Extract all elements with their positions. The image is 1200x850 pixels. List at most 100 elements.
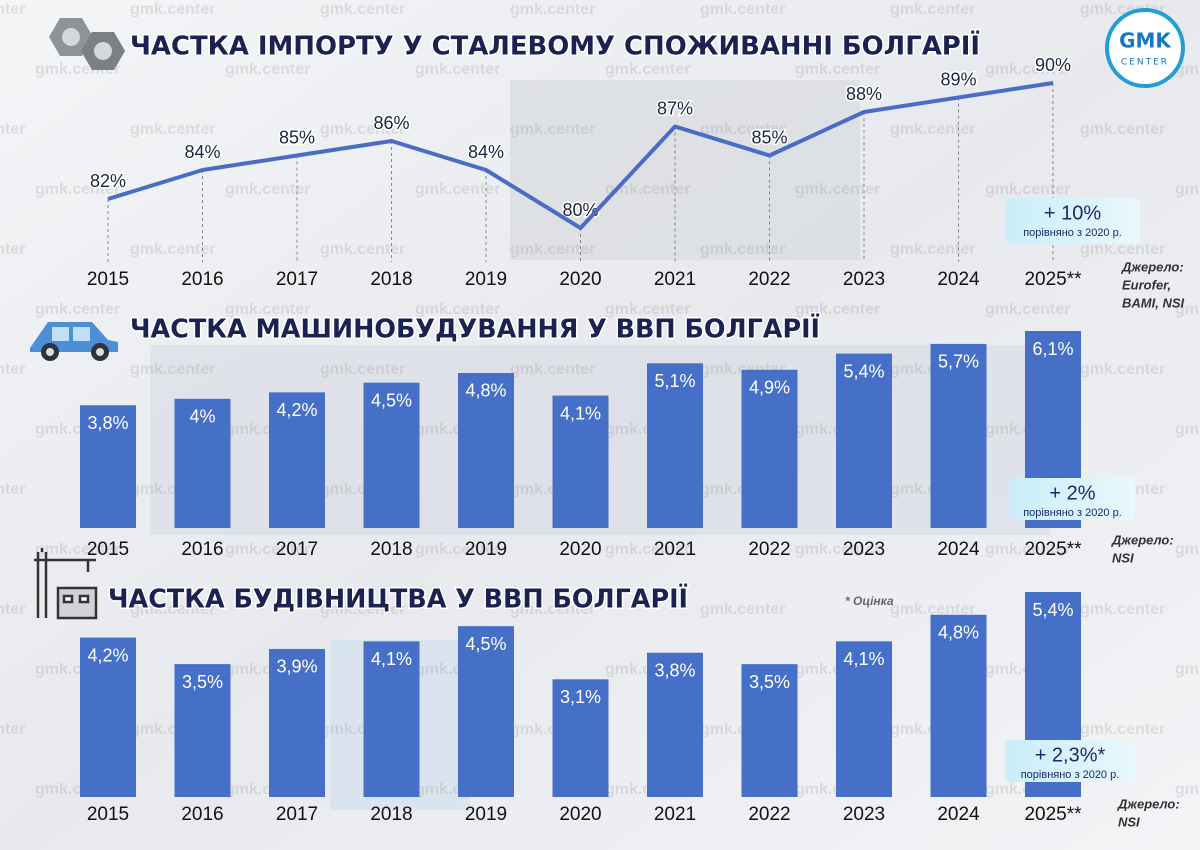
watermark: gmk.center	[985, 301, 1070, 318]
value-label: 4%	[189, 407, 215, 427]
value-label: 3,1%	[560, 687, 601, 707]
watermark: gmk.center	[510, 121, 595, 138]
x-tick-label: 2018	[370, 539, 412, 560]
source: Джерело:	[1111, 532, 1174, 547]
logo: GMK CENTER	[1105, 8, 1185, 88]
chart-title: ЧАСТКА БУДІВНИЦТВА У ВВП БОЛГАРІЇ	[108, 583, 688, 615]
x-tick-label: 2022	[748, 539, 790, 560]
watermark: gmk.center	[0, 1, 25, 18]
line	[107, 81, 1054, 230]
watermark: gmk.center	[320, 601, 405, 618]
bar	[741, 369, 798, 528]
x-tick-label: 2025**	[1024, 269, 1082, 290]
watermark: gmk.center	[0, 481, 25, 498]
note: * Оцінка	[845, 594, 894, 608]
watermark: gmk.center	[35, 181, 120, 198]
car-icon	[30, 322, 118, 361]
watermark: gmk.center	[510, 241, 595, 258]
value-label: 87%	[657, 98, 693, 118]
watermark: gmk.center	[225, 61, 310, 78]
watermark: gmk.center	[605, 541, 690, 558]
watermark: gmk.center	[700, 601, 785, 618]
x-tick-label: 2015	[87, 539, 129, 560]
watermark: gmk.center	[320, 361, 405, 378]
chart-title: ЧАСТКА ІМПОРТУ У СТАЛЕВОМУ СПОЖИВАННІ БО…	[130, 30, 980, 62]
bar	[647, 652, 703, 797]
watermark: gmk.center	[1175, 181, 1200, 198]
logo-top: GMK	[1119, 29, 1172, 53]
watermark: gmk.center	[225, 181, 310, 198]
bar	[930, 614, 987, 797]
value-label: 4,5%	[371, 390, 412, 410]
bar	[174, 398, 231, 528]
annotation-value: + 2%	[1049, 482, 1095, 504]
watermark: gmk.center	[985, 541, 1070, 558]
x-tick-label: 2024	[937, 539, 980, 560]
annotation-text: порівняно з 2020 р.	[1023, 227, 1122, 239]
watermark: gmk.center	[35, 541, 120, 558]
value-label: 4,1%	[843, 649, 884, 669]
watermark: gmk.center	[130, 1, 215, 18]
x-tick-label: 2020	[559, 804, 601, 825]
value-label: 5,4%	[1032, 600, 1073, 620]
x-tick-label: 2021	[654, 539, 696, 560]
watermark: gmk.center	[0, 361, 25, 378]
watermark: gmk.center	[795, 301, 880, 318]
value-label: 5,7%	[938, 352, 979, 372]
bar	[80, 637, 136, 797]
value-label: 4,9%	[749, 378, 790, 398]
bar	[647, 363, 703, 528]
source: NSI	[1112, 550, 1134, 565]
watermark: gmk.center	[1080, 121, 1165, 138]
x-tick-label: 2022	[748, 269, 790, 290]
value-label: 4,1%	[371, 649, 412, 669]
source: NSI	[1118, 814, 1140, 829]
x-tick-label: 2025**	[1024, 804, 1082, 825]
watermark: gmk.center	[985, 61, 1070, 78]
watermark: gmk.center	[0, 241, 25, 258]
watermark: gmk.center	[700, 241, 785, 258]
x-tick-label: 2024	[937, 269, 980, 290]
x-tick-label: 2018	[370, 269, 412, 290]
nuts-icon	[49, 18, 125, 70]
x-tick-label: 2019	[465, 539, 507, 560]
value-label: 4,2%	[87, 645, 128, 665]
watermark: gmk.center	[1080, 361, 1165, 378]
x-tick-label: 2025**	[1024, 539, 1082, 560]
x-tick-label: 2023	[843, 804, 885, 825]
watermark: gmk.center	[700, 1, 785, 18]
bar	[836, 353, 892, 528]
annotation-value: + 2,3%*	[1035, 744, 1106, 766]
x-tick-label: 2017	[276, 539, 318, 560]
source: Джерело:	[1117, 796, 1180, 811]
watermark: gmk.center	[225, 541, 310, 558]
annotation-text: порівняно з 2020 р.	[1021, 769, 1120, 781]
watermark: gmk.center	[1175, 421, 1200, 438]
x-tick-label: 2024	[937, 804, 980, 825]
watermark: gmk.center	[415, 61, 500, 78]
watermark: gmk.center	[1175, 61, 1200, 78]
x-tick-label: 2020	[559, 539, 601, 560]
watermark: gmk.center	[795, 61, 880, 78]
watermark: gmk.center	[605, 301, 690, 318]
value-label: 4,8%	[465, 381, 506, 401]
watermark: gmk.center	[320, 241, 405, 258]
steel-photo	[510, 80, 860, 260]
source: BAMI, NSI	[1122, 295, 1185, 310]
watermark: gmk.center	[890, 1, 975, 18]
value-label: 4,2%	[276, 400, 317, 420]
bar	[458, 372, 514, 528]
watermark: gmk.center	[1175, 661, 1200, 678]
bar	[552, 679, 609, 797]
bar	[363, 641, 420, 797]
value-label: 84%	[184, 142, 220, 162]
annotation-box	[1005, 740, 1135, 782]
value-label: 89%	[940, 69, 976, 89]
x-tick-label: 2016	[181, 269, 223, 290]
watermark: gmk.center	[1175, 781, 1200, 798]
value-label: 3,8%	[87, 413, 128, 433]
watermark: gmk.center	[1175, 301, 1200, 318]
bar	[363, 382, 420, 528]
watermark: gmk.center	[320, 121, 405, 138]
chart-title: ЧАСТКА МАШИНОБУДУВАННЯ У ВВП БОЛГАРІЇ	[130, 313, 820, 345]
